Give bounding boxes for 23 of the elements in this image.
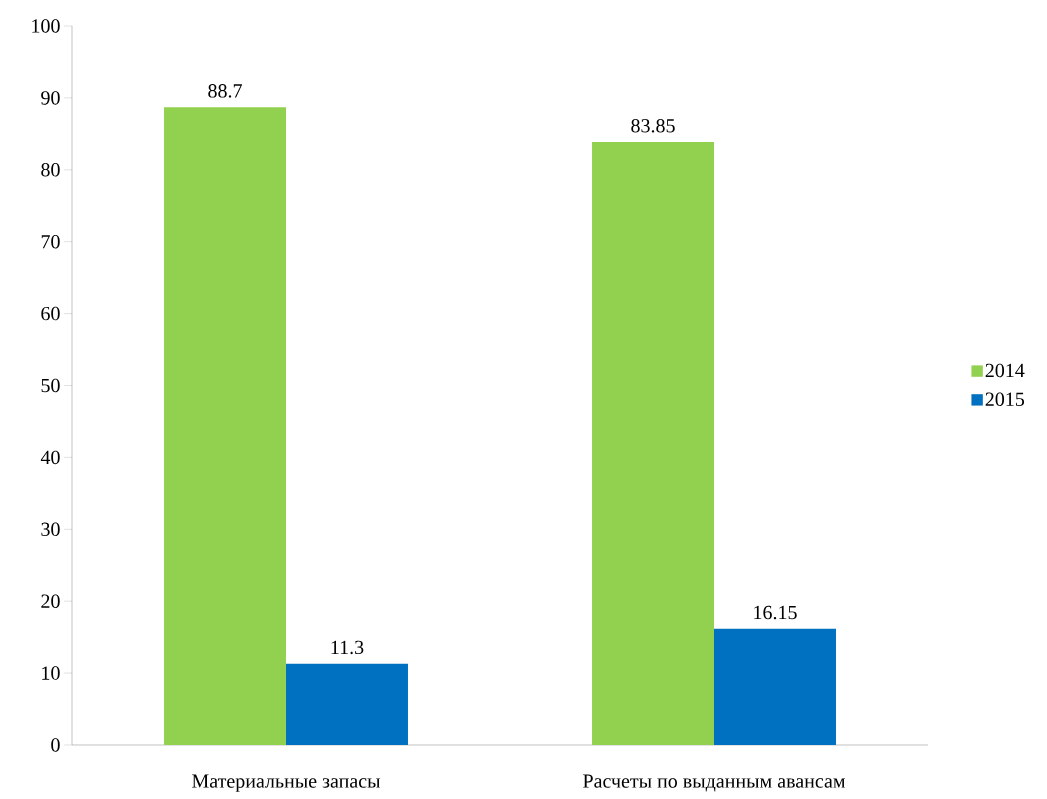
y-tick-label: 10: [42, 666, 60, 680]
y-tick-label: 90: [41, 91, 60, 105]
y-tick-label: 30: [41, 522, 60, 537]
y-tick-label: 70: [41, 234, 60, 249]
data-label: 16.15: [754, 605, 797, 620]
y-tick-label: 0: [51, 738, 60, 752]
y-tick-label: 50: [41, 378, 60, 393]
data-label: 11.3: [331, 640, 364, 655]
bar: [164, 107, 286, 745]
y-tick-label: 100: [32, 19, 60, 33]
x-tick-label: Материальные запасы: [192, 774, 381, 792]
y-tick-label: 80: [41, 163, 60, 177]
bar: [714, 628, 836, 745]
y-tick-label: 20: [41, 594, 60, 608]
bar: [286, 663, 408, 745]
y-tick-label: 60: [41, 306, 60, 321]
bar: [592, 142, 714, 745]
data-label: 88.7: [208, 84, 242, 98]
y-tick-label: 40: [40, 450, 60, 465]
legend-label: 2014: [985, 363, 1025, 378]
legend-label: 2015: [985, 392, 1025, 406]
data-label: 83.85: [631, 118, 675, 133]
x-tick-label: Расчеты по выданным авансам: [583, 774, 846, 792]
